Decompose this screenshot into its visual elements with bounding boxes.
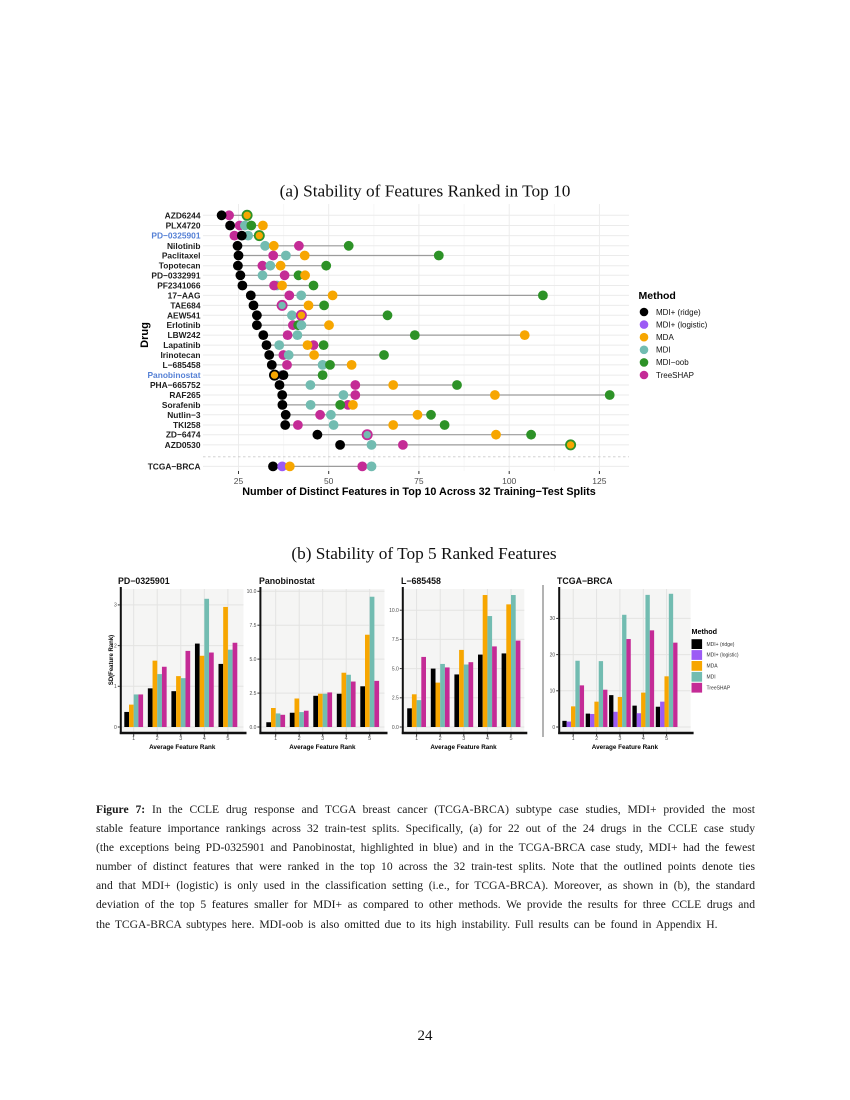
- svg-text:MDI: MDI: [707, 675, 716, 681]
- svg-text:Topotecan: Topotecan: [159, 261, 201, 271]
- svg-text:AZD6244: AZD6244: [165, 210, 201, 220]
- svg-text:TAE684: TAE684: [170, 300, 200, 310]
- svg-text:Drug: Drug: [139, 322, 151, 348]
- svg-text:Sorafenib: Sorafenib: [162, 400, 201, 410]
- svg-text:5: 5: [509, 736, 512, 742]
- svg-text:25: 25: [234, 476, 244, 486]
- svg-text:10.0: 10.0: [389, 608, 399, 614]
- svg-text:MDI+ (ridge): MDI+ (ridge): [707, 642, 735, 648]
- svg-text:TreeSHAP: TreeSHAP: [707, 685, 731, 691]
- svg-text:L−685458: L−685458: [401, 576, 441, 586]
- svg-text:7.5: 7.5: [249, 623, 256, 629]
- svg-text:ZD−6474: ZD−6474: [166, 430, 201, 440]
- svg-text:3: 3: [114, 603, 117, 609]
- svg-text:Paclitaxel: Paclitaxel: [162, 251, 201, 261]
- svg-text:2: 2: [156, 736, 159, 742]
- svg-text:TreeSHAP: TreeSHAP: [656, 371, 694, 380]
- svg-text:TCGA−BRCA: TCGA−BRCA: [557, 576, 613, 586]
- svg-text:5: 5: [226, 736, 229, 742]
- svg-text:1: 1: [274, 736, 277, 742]
- svg-text:17−AAG: 17−AAG: [168, 290, 201, 300]
- svg-text:5: 5: [368, 736, 371, 742]
- svg-text:0.0: 0.0: [249, 725, 256, 731]
- svg-text:Lapatinib: Lapatinib: [163, 340, 200, 350]
- svg-text:PLX4720: PLX4720: [166, 221, 201, 231]
- svg-text:50: 50: [324, 476, 334, 486]
- svg-text:LBW242: LBW242: [167, 330, 200, 340]
- svg-text:75: 75: [414, 476, 424, 486]
- svg-text:1: 1: [572, 736, 575, 742]
- svg-text:MDI−oob: MDI−oob: [656, 358, 689, 367]
- svg-text:1: 1: [114, 684, 117, 690]
- svg-text:TKI258: TKI258: [173, 420, 201, 430]
- svg-text:(a) Stability of Features Rank: (a) Stability of Features Ranked in Top …: [280, 182, 571, 201]
- svg-text:MDI: MDI: [656, 346, 671, 355]
- svg-text:20: 20: [550, 652, 556, 658]
- svg-text:2.5: 2.5: [249, 691, 256, 697]
- svg-text:30: 30: [550, 616, 556, 622]
- svg-text:Irinotecan: Irinotecan: [160, 350, 200, 360]
- svg-text:MDI+ (ridge): MDI+ (ridge): [656, 308, 701, 317]
- svg-text:PD−0332991: PD−0332991: [151, 270, 200, 280]
- svg-text:2: 2: [114, 643, 117, 649]
- svg-text:10.0: 10.0: [247, 589, 257, 595]
- svg-text:MDI+ (logistic): MDI+ (logistic): [656, 320, 708, 329]
- svg-text:100: 100: [502, 476, 516, 486]
- svg-text:4: 4: [486, 736, 489, 742]
- svg-text:0: 0: [552, 725, 555, 731]
- svg-text:L−685458: L−685458: [163, 360, 201, 370]
- svg-text:Average Feature Rank: Average Feature Rank: [149, 744, 216, 751]
- svg-text:7.5: 7.5: [392, 637, 399, 643]
- svg-text:Panobinostat: Panobinostat: [259, 576, 315, 586]
- svg-text:4: 4: [345, 736, 348, 742]
- svg-text:3: 3: [179, 736, 182, 742]
- svg-text:Nutlin−3: Nutlin−3: [167, 410, 201, 420]
- svg-text:Method: Method: [692, 627, 718, 636]
- svg-text:PD−0325901: PD−0325901: [151, 231, 200, 241]
- svg-text:Method: Method: [639, 290, 676, 302]
- svg-text:4: 4: [203, 736, 206, 742]
- svg-text:2.5: 2.5: [392, 696, 399, 702]
- svg-text:0.0: 0.0: [392, 725, 399, 731]
- svg-text:RAF265: RAF265: [169, 390, 201, 400]
- svg-text:5: 5: [665, 736, 668, 742]
- svg-text:SD(Feature Rank): SD(Feature Rank): [109, 635, 115, 685]
- svg-text:1: 1: [132, 736, 135, 742]
- svg-text:2: 2: [439, 736, 442, 742]
- svg-text:TCGA−BRCA: TCGA−BRCA: [148, 461, 201, 471]
- svg-text:Average Feature Rank: Average Feature Rank: [430, 744, 497, 751]
- svg-text:Number of Distinct Features in: Number of Distinct Features in Top 10 Ac…: [242, 486, 595, 498]
- svg-text:Average Feature Rank: Average Feature Rank: [289, 744, 356, 751]
- svg-text:2: 2: [595, 736, 598, 742]
- svg-text:3: 3: [618, 736, 621, 742]
- svg-text:MDI+ (logistic): MDI+ (logistic): [707, 653, 739, 659]
- svg-text:PD−0325901: PD−0325901: [118, 576, 170, 586]
- svg-text:Panobinostat: Panobinostat: [147, 370, 200, 380]
- svg-text:4: 4: [642, 736, 645, 742]
- svg-text:125: 125: [592, 476, 606, 486]
- svg-text:PHA−665752: PHA−665752: [150, 380, 201, 390]
- svg-text:PF2341066: PF2341066: [157, 281, 201, 291]
- svg-text:MDA: MDA: [707, 664, 719, 670]
- svg-text:5.0: 5.0: [249, 657, 256, 663]
- svg-text:Average Feature Rank: Average Feature Rank: [592, 744, 659, 751]
- svg-text:10: 10: [550, 689, 556, 695]
- svg-text:Nilotinib: Nilotinib: [167, 241, 201, 251]
- svg-text:1: 1: [415, 736, 418, 742]
- svg-text:AZD0530: AZD0530: [165, 440, 201, 450]
- svg-text:5.0: 5.0: [392, 666, 399, 672]
- svg-text:0: 0: [114, 725, 117, 731]
- svg-text:Erlotinib: Erlotinib: [167, 320, 201, 330]
- svg-text:2: 2: [298, 736, 301, 742]
- svg-text:MDA: MDA: [656, 333, 674, 342]
- svg-text:AEW541: AEW541: [167, 310, 201, 320]
- svg-text:3: 3: [462, 736, 465, 742]
- svg-text:3: 3: [321, 736, 324, 742]
- svg-text:(b) Stability of Top 5 Ranked: (b) Stability of Top 5 Ranked Features: [291, 544, 557, 563]
